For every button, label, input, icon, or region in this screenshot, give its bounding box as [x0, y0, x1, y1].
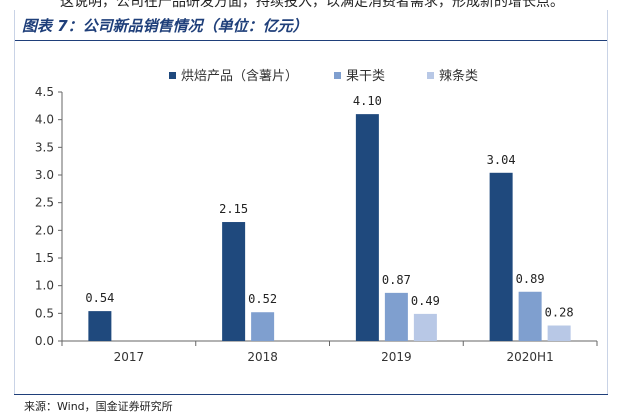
- data-label: 2.15: [219, 202, 248, 216]
- data-label: 0.52: [248, 292, 277, 306]
- data-label: 0.89: [516, 272, 545, 286]
- frame-right-rule: [607, 10, 608, 395]
- bar: [489, 172, 513, 341]
- x-tick-label: 2018: [247, 350, 278, 364]
- y-tick-label: 2.5: [35, 196, 54, 210]
- bar: [355, 114, 379, 341]
- y-tick-label: 0.0: [35, 334, 54, 348]
- data-label: 0.28: [545, 306, 574, 320]
- legend-swatch: [427, 72, 434, 79]
- legend-swatch: [334, 72, 341, 79]
- legend-label: 果干类: [346, 69, 385, 84]
- top-text: 这说明，公司在产品研发方面，持续投入，以满足消费者需求，形成新的增长点。: [60, 0, 564, 9]
- legend-label: 烘焙产品（含薯片）: [181, 68, 298, 84]
- bar: [547, 325, 571, 341]
- legend-swatch: [169, 72, 176, 79]
- y-tick-label: 3.5: [35, 140, 54, 154]
- bar: [413, 313, 437, 341]
- bar: [222, 222, 246, 341]
- cropped-top-text: 这说明，公司在产品研发方面，持续投入，以满足消费者需求，形成新的增长点。: [0, 0, 618, 9]
- data-label: 0.87: [382, 273, 411, 287]
- x-tick-label: 2017: [114, 350, 145, 364]
- y-tick-label: 1.5: [35, 251, 54, 265]
- bar: [251, 312, 275, 341]
- legend-label: 辣条类: [439, 68, 478, 84]
- frame-left-rule: [14, 10, 15, 395]
- data-label: 0.49: [411, 294, 440, 308]
- bar: [384, 292, 408, 341]
- y-tick-label: 3.0: [35, 168, 54, 182]
- x-tick-label: 2019: [381, 350, 412, 364]
- bar: [88, 311, 112, 341]
- y-tick-label: 1.0: [35, 279, 54, 293]
- frame-bottom-rule: [14, 394, 608, 395]
- data-label: 3.04: [487, 153, 516, 167]
- y-tick-label: 2.0: [35, 223, 54, 237]
- y-tick-label: 4.5: [35, 85, 54, 99]
- y-tick-label: 4.0: [35, 113, 54, 127]
- data-label: 0.54: [85, 291, 114, 305]
- data-label: 4.10: [353, 94, 382, 108]
- bar: [518, 291, 542, 341]
- x-tick-label: 2020H1: [507, 350, 554, 364]
- figure-title-bar: 图表 7：公司新品销售情况（单位：亿元）: [14, 10, 608, 41]
- figure-title: 图表 7：公司新品销售情况（单位：亿元）: [22, 17, 308, 35]
- y-tick-label: 0.5: [35, 306, 54, 320]
- source-note: 来源：Wind，国金证券研究所: [24, 400, 173, 413]
